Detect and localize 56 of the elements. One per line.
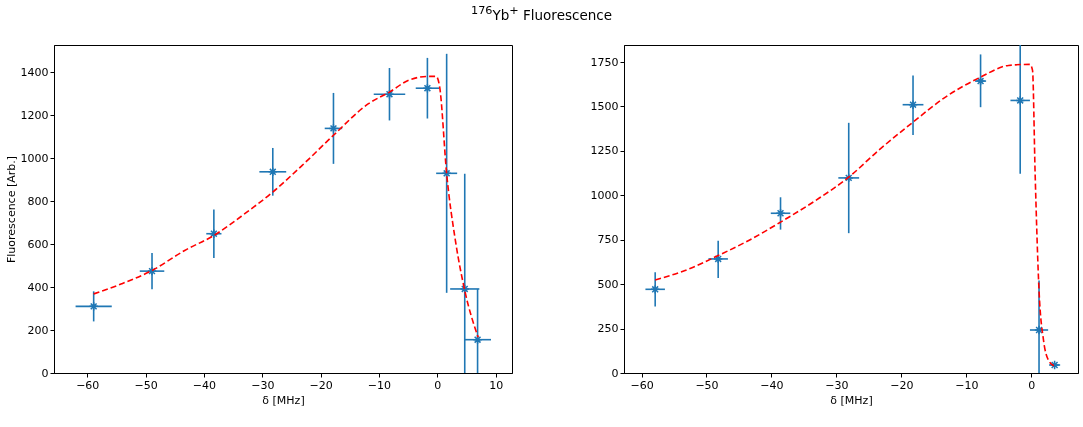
point xyxy=(1015,95,1026,106)
line-series xyxy=(654,63,1055,367)
point xyxy=(384,89,395,100)
x-tick-label: −50 xyxy=(134,378,158,392)
y-tick-label: 200 xyxy=(27,323,49,337)
y-tick-label: 1500 xyxy=(590,99,619,113)
x-axis-title: δ [MHz] xyxy=(262,393,305,407)
y-tick-label: 1000 xyxy=(20,151,49,165)
x-tick-label: −30 xyxy=(825,378,849,392)
x-tick-label: 0 xyxy=(434,378,442,392)
x-tick-label: −10 xyxy=(367,378,392,392)
y-tick-label: 0 xyxy=(41,366,49,380)
y-tick-label: 1000 xyxy=(590,188,619,202)
y-tick-label: 600 xyxy=(27,237,49,251)
line-series xyxy=(92,75,479,339)
y-tick-label: 1750 xyxy=(590,55,619,69)
point xyxy=(147,266,157,277)
point xyxy=(459,284,470,294)
y-tick-label: 500 xyxy=(597,277,619,291)
x-tick-label: 10 xyxy=(489,378,504,392)
point xyxy=(908,99,918,110)
text: $^{176}$Yb$^{+}$ Fluorescence xyxy=(470,3,613,24)
point xyxy=(975,76,986,86)
point xyxy=(1034,325,1044,335)
point xyxy=(650,284,661,295)
y-tick-label: 400 xyxy=(27,280,49,294)
x-tick-label: −10 xyxy=(955,378,979,392)
x-tick-label: −30 xyxy=(251,378,275,392)
x-axis-title: δ [MHz] xyxy=(830,393,873,407)
y-axis-title: Fluorescence [Arb.] xyxy=(4,155,18,264)
point xyxy=(472,334,483,345)
point xyxy=(422,83,433,94)
point xyxy=(1049,360,1060,370)
point xyxy=(775,208,786,219)
point xyxy=(208,228,219,239)
point xyxy=(267,166,278,177)
x-tick-label: −40 xyxy=(760,378,784,392)
x-tick-label: −20 xyxy=(890,378,914,392)
y-tick-label: 1400 xyxy=(20,65,49,79)
x-tick-label: −60 xyxy=(76,378,100,392)
point xyxy=(441,168,452,179)
x-tick-label: −20 xyxy=(309,378,333,392)
x-tick-label: −40 xyxy=(192,378,217,392)
y-tick-label: 800 xyxy=(27,194,49,208)
x-tick-label: −60 xyxy=(630,378,654,392)
point xyxy=(88,301,99,312)
y-tick-label: 250 xyxy=(597,322,619,336)
point xyxy=(713,254,724,264)
y-tick-label: 750 xyxy=(597,233,619,247)
y-tick-label: 0 xyxy=(611,366,619,380)
point xyxy=(328,123,339,134)
y-tick-label: 1200 xyxy=(20,108,49,122)
x-tick-label: −50 xyxy=(695,378,719,392)
point xyxy=(843,172,854,183)
x-tick-label: 0 xyxy=(1028,378,1036,392)
y-tick-label: 1250 xyxy=(590,144,619,158)
